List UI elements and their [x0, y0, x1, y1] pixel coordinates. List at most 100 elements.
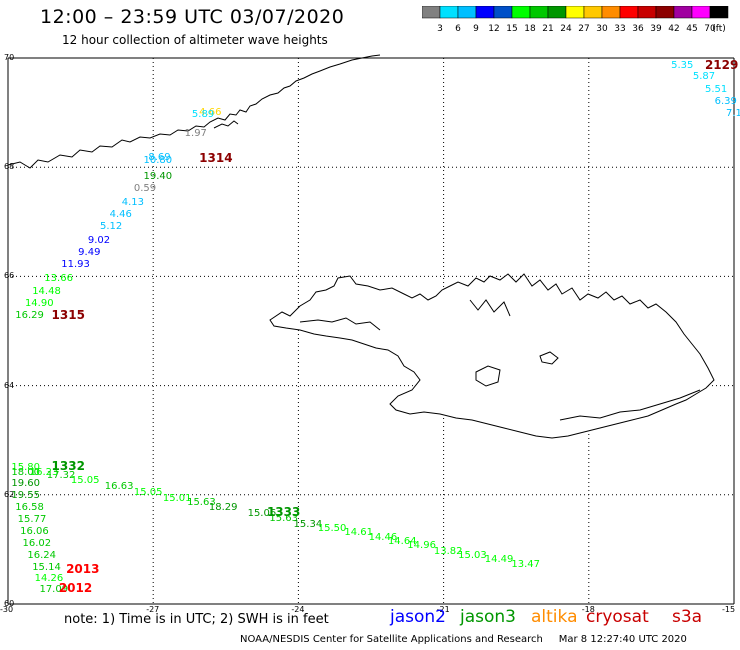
wave-height-reading: 1.97 — [184, 128, 207, 140]
legend-label: 12 — [488, 24, 499, 34]
wave-height-reading: 16.02 — [22, 537, 52, 549]
longitude-label: -30 — [0, 605, 14, 614]
wave-height-reading: 13.66 — [44, 273, 73, 285]
wave-height-reading: 5.12 — [99, 221, 123, 233]
iceland-interior-lake-2 — [539, 351, 559, 365]
wave-height-reading: 16.06 — [20, 525, 49, 537]
longitude-label: -27 — [146, 605, 160, 614]
wave-height-reading: 15.34 — [293, 518, 323, 530]
latitude-label: 66 — [4, 271, 15, 281]
wave-height-reading: 10.80 — [143, 154, 173, 166]
map-subtitle: 12 hour collection of altimeter wave hei… — [62, 33, 328, 47]
latitude-label: 70 — [4, 53, 15, 62]
legend-label: 33 — [614, 24, 625, 34]
satellite-s3a-label: s3a — [672, 607, 703, 627]
iceland-south-coast — [559, 389, 701, 421]
wave-height-reading: 9.49 — [78, 246, 101, 258]
wave-height-reading: 13.82 — [433, 545, 463, 557]
wave-height-reading: 8.69 — [148, 151, 171, 163]
wave-height-reading: 14.64 — [387, 536, 417, 548]
legend-label: 70 — [704, 24, 716, 34]
wave-height-reading: 19.40 — [143, 171, 173, 183]
wave-height-reading: 15.63 — [187, 496, 216, 508]
wave-height-reading: 15.80 — [11, 461, 41, 473]
pass-time-label: 2012 — [58, 580, 93, 595]
wave-height-reading: 4.46 — [109, 208, 132, 220]
pass-time-label: 2013 — [66, 562, 100, 577]
wave-height-reading: 14.26 — [34, 572, 64, 584]
wave-height-reading: 13.47 — [511, 558, 540, 570]
iceland-fjord-north — [469, 299, 511, 317]
satellite-jason3-label: jason3 — [460, 607, 516, 627]
wave-height-reading: 7.1 — [726, 107, 740, 119]
wave-height-reading: 15.03 — [458, 549, 487, 561]
wave-height-reading: 5.51 — [704, 83, 728, 95]
wave-height-reading: 15.06 — [247, 507, 277, 519]
wave-height-reading: 14.46 — [368, 532, 398, 544]
wave-height-reading: 15.77 — [17, 513, 47, 525]
wave-height-reading: 19.55 — [11, 489, 41, 501]
latitude-label: 62 — [4, 489, 15, 499]
legend-label: 18 — [524, 24, 536, 34]
satellite-jason2-label: jason2 — [390, 607, 446, 627]
longitude-label: -24 — [291, 605, 305, 614]
pass-time-label: 1314 — [199, 150, 233, 165]
iceland-interior-lake — [475, 365, 501, 387]
longitude-label: -15 — [722, 605, 736, 614]
pass-time-label: 2129 — [704, 57, 739, 72]
wave-height-reading: 16.63 — [104, 480, 134, 492]
legend-label: 24 — [560, 24, 572, 34]
legend-label: 39 — [650, 24, 662, 34]
units-note: note: 1) Time is in UTC; 2) SWH is in fe… — [64, 612, 329, 627]
wave-height-reading: 0.59 — [133, 183, 157, 195]
wave-height-reading: 16.29 — [15, 309, 44, 321]
footer-credit: NOAA/NESDIS Center for Satellite Applica… — [240, 634, 543, 645]
wave-height-reading: 14.96 — [407, 539, 436, 551]
longitude-label: -18 — [581, 605, 595, 614]
wave-height-reading: 15.05 — [70, 475, 100, 487]
pass-time-label: 1315 — [51, 307, 85, 322]
footer: NOAA/NESDIS Center for Satellite Applica… — [240, 634, 687, 645]
pass-time-label: 1332 — [51, 459, 85, 474]
legend-label: 36 — [632, 24, 644, 34]
legend-label: 45 — [686, 24, 697, 34]
wave-height-reading: 14.90 — [24, 297, 54, 309]
wave-height-reading: 5.89 — [191, 109, 215, 121]
wave-height-reading: 18.00 — [11, 466, 41, 478]
greenland-coastline — [7, 54, 381, 169]
legend-label: 30 — [596, 24, 608, 34]
wave-height-reading: 9.02 — [87, 234, 111, 246]
legend-label: 9 — [473, 24, 479, 34]
wave-height-reading: 6.39 — [714, 95, 737, 107]
legend-label: 3 — [437, 24, 443, 34]
wave-height-reading: 15.01 — [162, 492, 192, 504]
iceland-fjord-west — [299, 317, 381, 331]
wave-height-reading: 16.58 — [15, 501, 44, 513]
satellite-cryosat-label: cryosat — [586, 607, 649, 627]
legend-label: 42 — [668, 24, 679, 34]
wave-height-reading: 11.93 — [61, 259, 90, 271]
wave-height-reading: 15.63 — [269, 513, 298, 525]
wave-height-reading: 14.49 — [484, 554, 514, 566]
legend-label: (ft) — [712, 24, 726, 34]
legend-label: 15 — [506, 24, 517, 34]
footer-timestamp: Mar 8 12:27:40 UTC 2020 — [558, 634, 687, 645]
color-scale-legend: 3 6 9 12 15 18 21 24 27 30 33 36 39 42 45 70(ft) — [422, 6, 729, 34]
wave-height-reading: 14.61 — [344, 527, 374, 539]
legend-label: 21 — [542, 24, 553, 34]
iceland-coastline — [269, 273, 715, 439]
legend-label: 6 — [455, 24, 461, 34]
latitude-label: 64 — [4, 380, 15, 390]
map-title: 12:00 – 23:59 UTC 03/07/2020 — [40, 6, 345, 28]
longitude-label: -21 — [436, 605, 450, 614]
wave-height-reading: 17.32 — [46, 469, 76, 481]
wave-height-reading: 14.48 — [32, 285, 61, 297]
latitude-label: 60 — [4, 599, 15, 608]
wave-height-reading: 15.05 — [133, 487, 163, 499]
wave-height-reading: 16.23 — [29, 466, 59, 478]
satellite-altika-label: altika — [531, 607, 578, 627]
greenland-coast-inlet — [213, 120, 239, 129]
wave-height-reading: 4.66 — [199, 106, 222, 118]
pass-time-label: 1333 — [266, 505, 301, 520]
